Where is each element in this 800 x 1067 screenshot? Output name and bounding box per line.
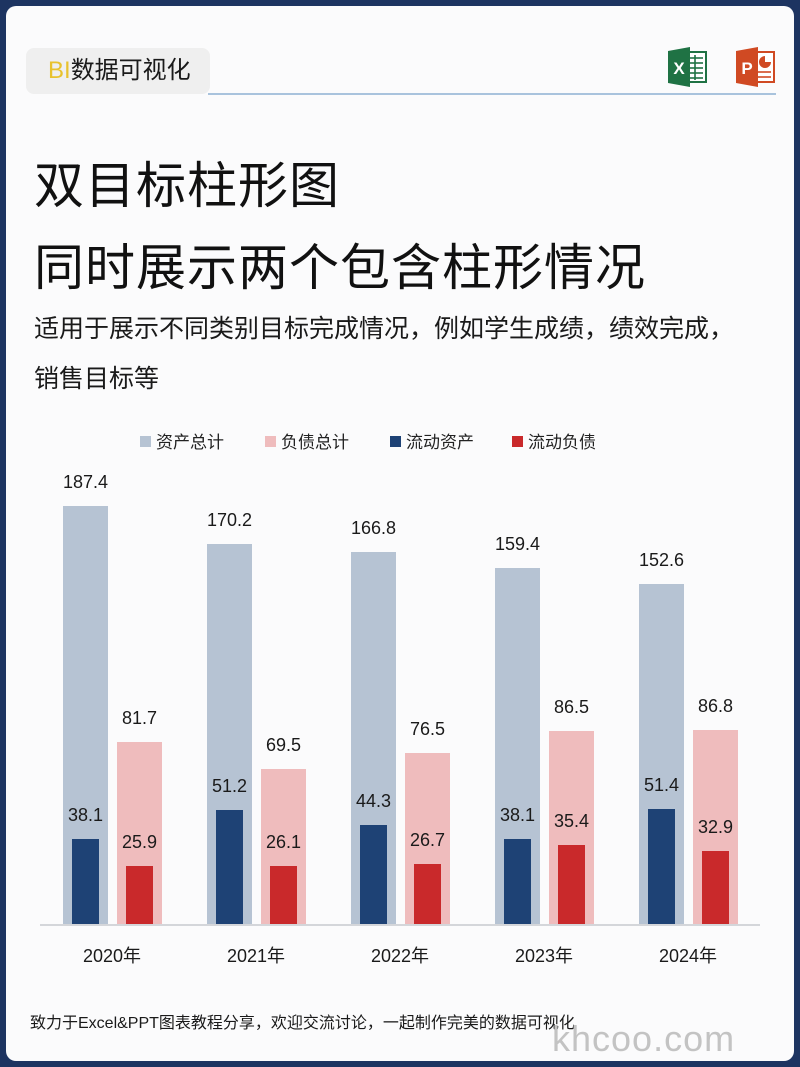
badge-text: 数据可视化: [70, 57, 191, 84]
chart-legend: 资产总计 负债总计 流动资产 流动负债: [0, 428, 800, 452]
powerpoint-icon: P: [736, 47, 775, 87]
legend-item: 负债总计: [265, 428, 349, 453]
header-divider: [208, 93, 776, 95]
legend-item: 流动负债: [512, 428, 596, 453]
legend-swatch: [140, 436, 151, 447]
legend-label: 资产总计: [156, 433, 224, 452]
legend-swatch: [512, 436, 523, 447]
excel-icon: X: [668, 47, 707, 87]
brand-badge: BI数据可视化: [26, 48, 210, 94]
legend-label: 负债总计: [281, 433, 349, 452]
footer-text: 致力于Excel&PPT图表教程分享，欢迎交流讨论，一起制作完美的数据可视化: [30, 1015, 575, 1032]
svg-text:P: P: [741, 59, 752, 78]
badge-prefix: BI: [48, 57, 71, 84]
page-subtitle: 适用于展示不同类别目标完成情况，例如学生成绩，绩效完成，销售目标等: [34, 315, 735, 393]
page-title-line2: 同时展示两个包含柱形情况: [34, 240, 646, 296]
legend-item: 流动资产: [390, 428, 474, 453]
legend-swatch: [390, 436, 401, 447]
page-title-line1: 双目标柱形图: [34, 158, 340, 214]
legend-item: 资产总计: [140, 428, 224, 453]
legend-swatch: [265, 436, 276, 447]
legend-label: 流动负债: [528, 433, 596, 452]
svg-text:X: X: [673, 59, 685, 78]
watermark: khcoo.com: [552, 1018, 736, 1059]
x-axis-baseline: [40, 924, 760, 926]
legend-label: 流动资产: [406, 433, 474, 452]
